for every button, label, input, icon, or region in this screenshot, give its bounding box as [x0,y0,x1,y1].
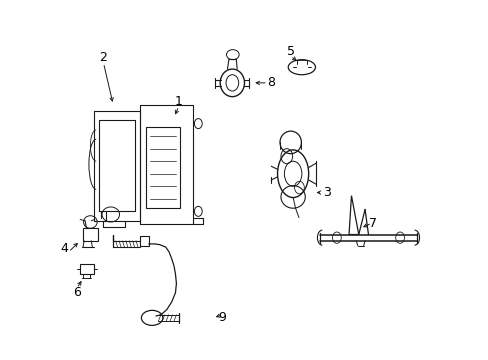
Text: 6: 6 [73,286,81,299]
Text: 7: 7 [368,217,377,230]
Text: 4: 4 [61,242,68,256]
Bar [80,264,94,274]
Text: 9: 9 [218,311,226,324]
Bar [146,127,180,208]
Bar [140,236,148,246]
Bar [83,228,98,241]
Text: 3: 3 [323,186,330,199]
Text: 2: 2 [100,51,107,64]
Text: 1: 1 [175,95,183,108]
Text: 8: 8 [267,76,275,89]
Text: 5: 5 [286,45,294,58]
